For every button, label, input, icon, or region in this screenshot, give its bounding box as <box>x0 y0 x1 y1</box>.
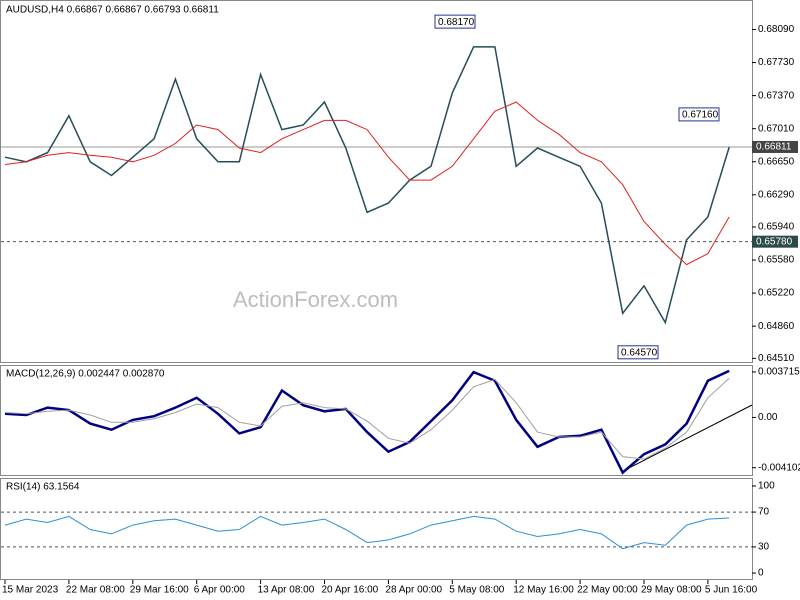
x-tick-label: 6 Apr 00:00 <box>194 585 246 596</box>
y-tick-label: 0.67010 <box>758 123 795 134</box>
macd-panel-border <box>0 365 753 476</box>
annotation-box <box>434 14 476 29</box>
y-tick-label: 0 <box>758 568 764 579</box>
y-tick-label: 0.66650 <box>758 156 795 167</box>
y-tick-label: 0.64510 <box>758 353 795 364</box>
level-label-box <box>752 140 798 153</box>
macd-panel-title: MACD(12,26,9) 0.002447 0.002870 <box>6 369 165 380</box>
y-tick-label: -0.004102 <box>758 462 800 473</box>
y-tick-label: 0.65220 <box>758 288 795 299</box>
x-tick-label: 22 May 00:00 <box>577 585 638 596</box>
y-tick-label: 100 <box>758 481 775 492</box>
y-tick-label: 0.65940 <box>758 222 795 233</box>
y-tick-label: 0.67730 <box>758 57 795 68</box>
series-line <box>4 369 730 475</box>
annotation-box <box>678 107 720 122</box>
x-tick-label: 13 Apr 08:00 <box>258 585 315 596</box>
series-line <box>4 46 730 325</box>
y-tick-label: 0.67370 <box>758 90 795 101</box>
x-tick-label: 22 Mar 08:00 <box>66 585 125 596</box>
watermark: ActionForex.com <box>233 287 398 312</box>
x-tick-label: 29 Mar 16:00 <box>130 585 189 596</box>
level-label: 0.66811 <box>756 142 792 153</box>
y-tick-label: 30 <box>758 542 770 553</box>
series-line <box>4 515 730 550</box>
y-tick-label: 0.65580 <box>758 255 795 266</box>
x-tick-label: 15 Mar 2023 <box>2 585 59 596</box>
level-label-box <box>752 235 798 248</box>
trend-line <box>624 404 753 471</box>
x-tick-label: 20 Apr 16:00 <box>322 585 379 596</box>
annotation-box <box>617 345 659 360</box>
price-panel-border <box>0 0 753 363</box>
x-tick-label: 5 Jun 16:00 <box>705 585 758 596</box>
series-line <box>4 101 730 266</box>
price-panel-title: AUDUSD,H4 0.66867 0.66867 0.66793 0.6681… <box>6 5 219 16</box>
y-tick-label: 0.003715 <box>758 367 800 378</box>
level-label: 0.65780 <box>756 236 793 247</box>
x-tick-label: 5 May 08:00 <box>449 585 504 596</box>
rsi-panel-title: RSI(14) 63.1564 <box>6 482 80 493</box>
y-tick-label: 0.00 <box>758 412 778 423</box>
x-tick-label: 12 May 16:00 <box>513 585 574 596</box>
y-tick-label: 0.68090 <box>758 24 795 35</box>
annotation-label: 0.64570 <box>621 347 658 358</box>
y-tick-label: 0.66290 <box>758 189 795 200</box>
y-tick-label: 0.64860 <box>758 321 795 332</box>
y-tick-label: 70 <box>758 507 770 518</box>
series-line <box>4 377 730 460</box>
annotation-label: 0.68170 <box>438 17 475 28</box>
x-tick-label: 28 Apr 00:00 <box>385 585 442 596</box>
x-tick-label: 29 May 08:00 <box>641 585 702 596</box>
annotation-label: 0.67160 <box>682 110 719 121</box>
rsi-panel-border <box>0 478 753 580</box>
